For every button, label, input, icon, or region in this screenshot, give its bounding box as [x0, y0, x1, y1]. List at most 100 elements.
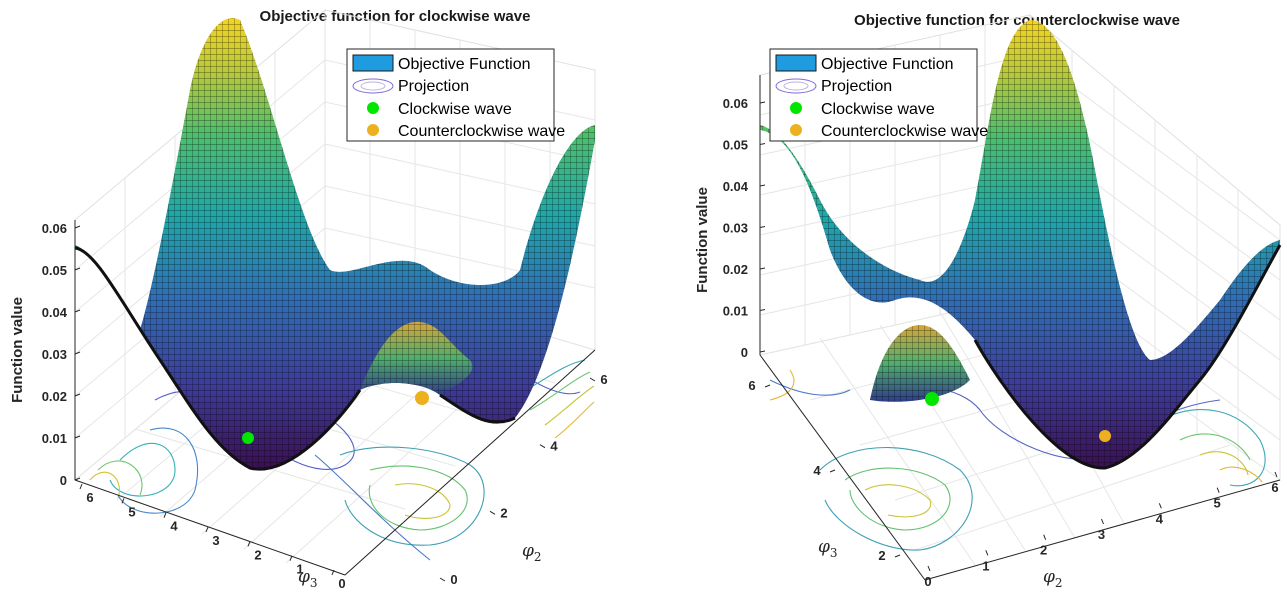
tick-label: 0.02	[42, 389, 67, 404]
tick-mark	[247, 541, 251, 547]
tick-label: 4	[550, 439, 558, 454]
right-z-label: Function value	[694, 187, 711, 293]
tick-label: 0	[338, 576, 345, 591]
tick-label: 5	[1214, 496, 1221, 511]
tick-label: 4	[813, 463, 821, 478]
legend-projection-swatch	[775, 78, 817, 94]
legend-clockwise-marker	[790, 102, 802, 114]
legend-item-projection: Projection	[821, 78, 892, 95]
tick-label: 0.02	[723, 262, 748, 277]
tick-mark	[79, 483, 83, 490]
tick-label: 0.01	[723, 304, 748, 319]
tick-mark	[74, 393, 81, 397]
tick-label: 0	[741, 345, 748, 360]
tick-label: 0	[924, 574, 931, 589]
tick-label: 2	[500, 505, 507, 520]
tick-mark	[1101, 518, 1104, 525]
left-clockwise-point	[242, 432, 254, 444]
legend-counterclockwise-marker	[367, 124, 379, 136]
right-axes	[759, 75, 1281, 581]
left-phi2-ticks: 0 2 4 6	[439, 372, 608, 587]
legend-item-objective: Objective Function	[398, 56, 531, 73]
tick-mark	[759, 184, 766, 187]
tick-label: 6	[600, 372, 607, 387]
tick-mark	[759, 143, 766, 145]
tick-label: 6	[748, 378, 755, 393]
right-clockwise-point	[925, 392, 939, 406]
tick-mark	[74, 225, 81, 229]
tick-mark	[289, 555, 293, 561]
tick-label: 4	[1156, 511, 1164, 526]
left-plot: Objective function for clockwise wave	[9, 8, 608, 591]
tick-mark	[205, 526, 209, 533]
tick-label: 0.03	[42, 347, 67, 362]
tick-mark	[163, 512, 167, 518]
right-plot: Objective function for counterclockwise …	[694, 12, 1282, 590]
tick-mark	[1216, 487, 1220, 493]
tick-label: 0.05	[723, 138, 748, 153]
tick-mark	[74, 351, 81, 355]
tick-mark	[985, 550, 989, 556]
legend-item-projection: Projection	[398, 78, 469, 95]
tick-label: 0.03	[723, 221, 748, 236]
right-y-label: φ3	[818, 537, 838, 560]
left-phi3-ticks: 6 5 4 3 2 1 0	[79, 483, 346, 591]
tick-mark	[489, 510, 496, 515]
left-surface	[74, 18, 595, 471]
tick-mark	[1158, 503, 1162, 509]
left-legend: Objective Function Projection Clockwise …	[346, 48, 565, 142]
tick-label: 2	[1040, 543, 1047, 558]
tick-label: 1	[982, 558, 989, 573]
tick-mark	[829, 469, 836, 473]
tick-mark	[764, 384, 771, 388]
tick-label: 3	[212, 533, 219, 548]
left-title: Objective function for clockwise wave	[260, 8, 531, 25]
tick-label: 5	[128, 504, 135, 519]
right-surface	[760, 20, 1282, 470]
legend-item-clockwise: Clockwise wave	[398, 101, 512, 118]
tick-mark	[74, 267, 81, 271]
tick-label: 0.06	[42, 221, 67, 236]
tick-label: 0	[450, 572, 457, 587]
tick-mark	[927, 565, 931, 572]
tick-mark	[589, 377, 596, 382]
tick-label: 0.05	[42, 263, 67, 278]
tick-mark	[759, 101, 766, 104]
tick-label: 6	[1271, 480, 1278, 495]
tick-label: 2	[254, 547, 261, 562]
legend-item-clockwise: Clockwise wave	[821, 101, 935, 118]
legend-projection-swatch	[352, 78, 394, 94]
tick-mark	[894, 554, 901, 558]
tick-label: 4	[170, 519, 178, 534]
tick-mark	[74, 435, 81, 439]
tick-mark	[539, 444, 546, 449]
legend-item-counterclockwise: Counterclockwise wave	[821, 123, 988, 140]
tick-label: 0	[60, 473, 67, 488]
legend-surface-swatch	[352, 54, 394, 72]
tick-label: 0.01	[42, 431, 67, 446]
right-x-label: φ2	[1043, 567, 1063, 590]
tick-mark	[759, 226, 766, 228]
left-z-label: Function value	[9, 297, 26, 403]
right-phi2-ticks: 0 1 2 3 4 5 6	[924, 471, 1279, 589]
left-z-ticks: 0 0.01 0.02 0.03 0.04 0.05 0.06	[42, 221, 81, 488]
tick-mark	[759, 267, 766, 270]
tick-mark	[74, 309, 81, 313]
tick-mark	[331, 569, 335, 576]
legend-item-objective: Objective Function	[821, 56, 954, 73]
tick-mark	[759, 350, 766, 353]
right-title: Objective function for counterclockwise …	[854, 12, 1180, 29]
tick-label: 3	[1098, 527, 1105, 542]
left-axes	[74, 220, 596, 576]
tick-mark	[121, 498, 125, 504]
tick-mark	[1043, 534, 1047, 540]
legend-counterclockwise-marker	[790, 124, 802, 136]
tick-label: 0.06	[723, 96, 748, 111]
tick-label: 0.04	[42, 305, 68, 320]
tick-label: 0.04	[723, 179, 749, 194]
right-phi3-ticks: 2 4 6	[748, 378, 901, 563]
left-y-label: φ2	[522, 541, 542, 564]
tick-label: 6	[86, 490, 93, 505]
